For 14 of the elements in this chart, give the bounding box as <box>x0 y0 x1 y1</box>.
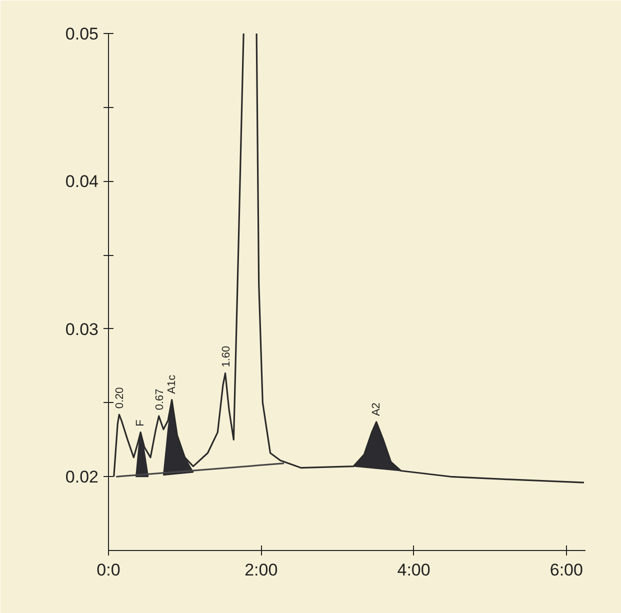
annotation: A2 <box>370 402 382 416</box>
annotation: 0.20 <box>114 387 126 409</box>
x-tick-label: 4:00 <box>397 560 430 580</box>
x-tick-label: 6:00 <box>550 560 583 580</box>
annotation: F <box>134 419 147 426</box>
annotation: 1.60 <box>220 346 232 368</box>
y-tick-label: 0.03 <box>65 320 99 339</box>
y-tick-label: 0.02 <box>65 468 99 487</box>
x-tick-label: 2:00 <box>244 560 278 580</box>
annotation: A1c <box>166 374 178 394</box>
y-tick-label: 0.04 <box>65 172 99 192</box>
y-tick-label: 0.05 <box>65 24 99 44</box>
x-tick-label: 0:0 <box>96 560 120 580</box>
annotation: 0.67 <box>154 388 166 410</box>
